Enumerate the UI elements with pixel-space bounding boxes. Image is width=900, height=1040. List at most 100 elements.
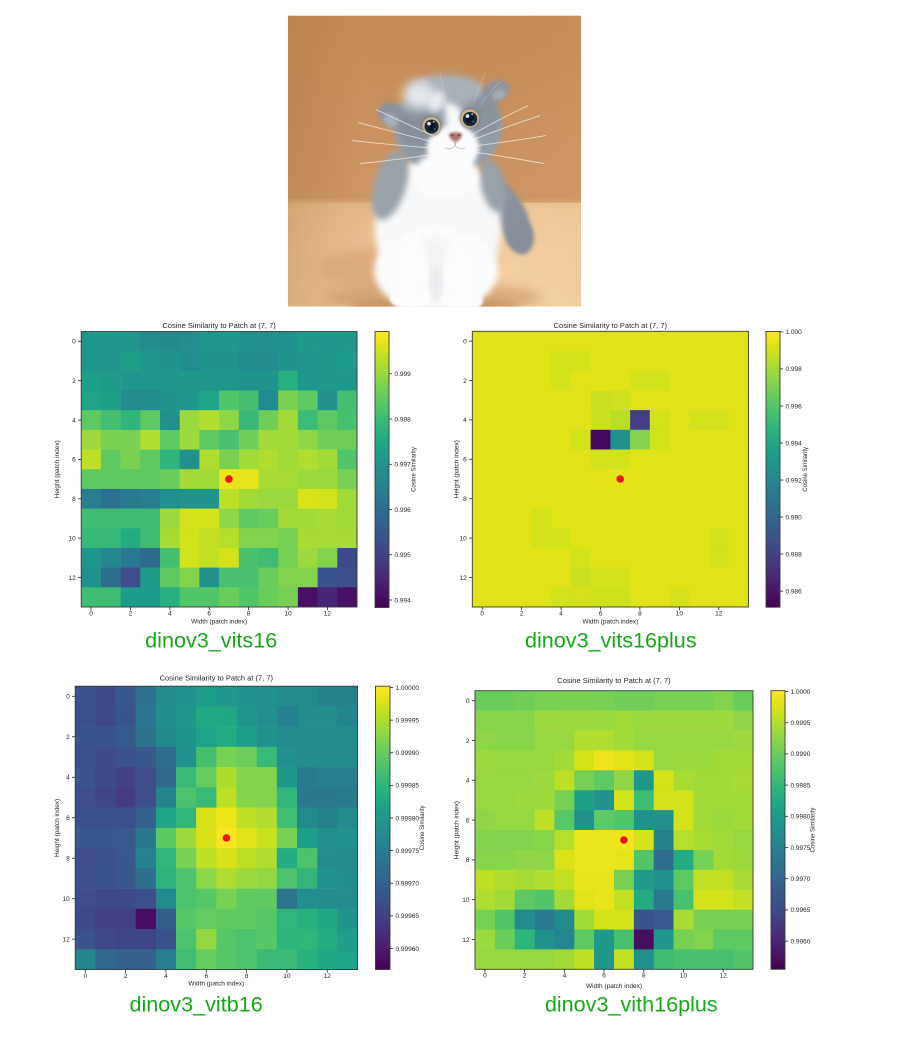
svg-text:0.9990: 0.9990 <box>791 751 811 758</box>
svg-text:Cosine Similarity to Patch at: Cosine Similarity to Patch at (7, 7) <box>554 321 668 330</box>
svg-text:0.99995: 0.99995 <box>396 717 420 724</box>
svg-text:10: 10 <box>68 535 76 542</box>
svg-text:0.99960: 0.99960 <box>396 946 420 953</box>
svg-text:12: 12 <box>715 610 723 617</box>
svg-text:0.99980: 0.99980 <box>396 815 420 822</box>
svg-text:Height (patch index): Height (patch index) <box>54 799 61 857</box>
svg-text:10: 10 <box>283 973 291 980</box>
svg-text:8: 8 <box>642 973 646 980</box>
svg-text:2: 2 <box>124 973 128 980</box>
svg-text:6: 6 <box>466 817 470 824</box>
svg-text:0.9970: 0.9970 <box>791 876 811 883</box>
svg-text:4: 4 <box>463 417 467 424</box>
svg-text:1.000: 1.000 <box>786 329 803 336</box>
svg-text:4: 4 <box>168 610 172 617</box>
svg-text:12: 12 <box>720 973 728 980</box>
svg-text:Height (patch index): Height (patch index) <box>453 801 460 859</box>
svg-text:12: 12 <box>324 610 332 617</box>
svg-text:0: 0 <box>66 694 70 701</box>
svg-text:2: 2 <box>466 738 470 745</box>
svg-text:10: 10 <box>676 610 684 617</box>
svg-text:10: 10 <box>460 535 468 542</box>
svg-text:8: 8 <box>463 496 467 503</box>
svg-text:0.999: 0.999 <box>395 371 412 378</box>
svg-text:Cosine Similarity to Patch at: Cosine Similarity to Patch at (7, 7) <box>160 673 274 682</box>
svg-text:0.996: 0.996 <box>786 403 803 410</box>
svg-text:6: 6 <box>599 610 603 617</box>
svg-text:8: 8 <box>466 857 470 864</box>
svg-text:Width (patch index): Width (patch index) <box>586 983 642 990</box>
svg-text:12: 12 <box>460 575 468 582</box>
svg-text:8: 8 <box>72 496 76 503</box>
svg-text:0.996: 0.996 <box>395 507 412 514</box>
svg-text:Height (patch index): Height (patch index) <box>453 440 460 498</box>
svg-text:0.988: 0.988 <box>786 551 803 558</box>
svg-text:dinov3_vits16: dinov3_vits16 <box>145 627 277 652</box>
svg-text:1.00000: 1.00000 <box>396 685 420 692</box>
svg-text:2: 2 <box>520 610 524 617</box>
svg-text:Height (patch index): Height (patch index) <box>54 440 61 498</box>
svg-text:2: 2 <box>72 378 76 385</box>
svg-text:0.99990: 0.99990 <box>396 750 420 757</box>
svg-text:10: 10 <box>62 896 70 903</box>
svg-text:8: 8 <box>247 610 251 617</box>
svg-text:0.9995: 0.9995 <box>791 720 811 727</box>
svg-text:4: 4 <box>563 973 567 980</box>
svg-text:6: 6 <box>463 457 467 464</box>
svg-text:0: 0 <box>483 973 487 980</box>
svg-text:0.997: 0.997 <box>395 462 412 469</box>
svg-text:Width (patch index): Width (patch index) <box>582 618 638 625</box>
svg-text:12: 12 <box>62 936 70 943</box>
svg-text:4: 4 <box>466 778 470 785</box>
svg-text:12: 12 <box>462 937 470 944</box>
svg-text:6: 6 <box>204 973 208 980</box>
svg-text:2: 2 <box>66 734 70 741</box>
svg-text:2: 2 <box>463 378 467 385</box>
svg-text:Cosine Similarity: Cosine Similarity <box>420 806 426 851</box>
svg-text:0: 0 <box>89 610 93 617</box>
svg-text:0.9965: 0.9965 <box>791 907 811 914</box>
svg-text:dinov3_vits16plus: dinov3_vits16plus <box>525 627 697 652</box>
svg-text:10: 10 <box>462 897 470 904</box>
svg-text:Cosine Similarity: Cosine Similarity <box>412 447 418 492</box>
svg-text:0.998: 0.998 <box>786 366 803 373</box>
svg-text:0: 0 <box>72 339 76 346</box>
svg-text:0.9985: 0.9985 <box>791 782 811 789</box>
svg-text:8: 8 <box>638 610 642 617</box>
svg-text:12: 12 <box>324 973 332 980</box>
svg-text:Cosine Similarity: Cosine Similarity <box>811 808 817 853</box>
svg-text:Cosine Similarity to Patch at: Cosine Similarity to Patch at (7, 7) <box>557 676 671 685</box>
svg-text:0.998: 0.998 <box>395 416 412 423</box>
svg-text:0.99975: 0.99975 <box>396 848 420 855</box>
svg-text:0.990: 0.990 <box>786 514 803 521</box>
svg-text:10: 10 <box>284 610 292 617</box>
svg-text:Width (patch index): Width (patch index) <box>191 618 247 625</box>
svg-text:12: 12 <box>68 575 76 582</box>
svg-text:0.995: 0.995 <box>395 552 412 559</box>
svg-text:4: 4 <box>559 610 563 617</box>
svg-text:0: 0 <box>480 610 484 617</box>
svg-text:dinov3_vitb16: dinov3_vitb16 <box>129 992 262 1017</box>
svg-text:0.986: 0.986 <box>786 588 803 595</box>
svg-text:6: 6 <box>72 457 76 464</box>
svg-text:0.994: 0.994 <box>786 440 803 447</box>
svg-text:0.994: 0.994 <box>395 597 412 604</box>
svg-text:0.9980: 0.9980 <box>791 814 811 821</box>
svg-text:2: 2 <box>129 610 133 617</box>
svg-text:4: 4 <box>72 417 76 424</box>
svg-text:0.99985: 0.99985 <box>396 783 420 790</box>
svg-text:0.992: 0.992 <box>786 477 803 484</box>
svg-text:8: 8 <box>66 856 70 863</box>
svg-text:6: 6 <box>207 610 211 617</box>
svg-text:4: 4 <box>66 775 70 782</box>
svg-text:Width (patch index): Width (patch index) <box>188 980 244 987</box>
svg-text:dinov3_vith16plus: dinov3_vith16plus <box>545 992 718 1017</box>
svg-text:1.0000: 1.0000 <box>791 689 811 696</box>
svg-text:0: 0 <box>466 698 470 705</box>
svg-text:0.99970: 0.99970 <box>396 881 420 888</box>
svg-text:0.9960: 0.9960 <box>791 938 811 945</box>
svg-text:2: 2 <box>523 973 527 980</box>
svg-text:8: 8 <box>245 973 249 980</box>
svg-text:0: 0 <box>463 338 467 345</box>
svg-text:0.99965: 0.99965 <box>396 913 420 920</box>
